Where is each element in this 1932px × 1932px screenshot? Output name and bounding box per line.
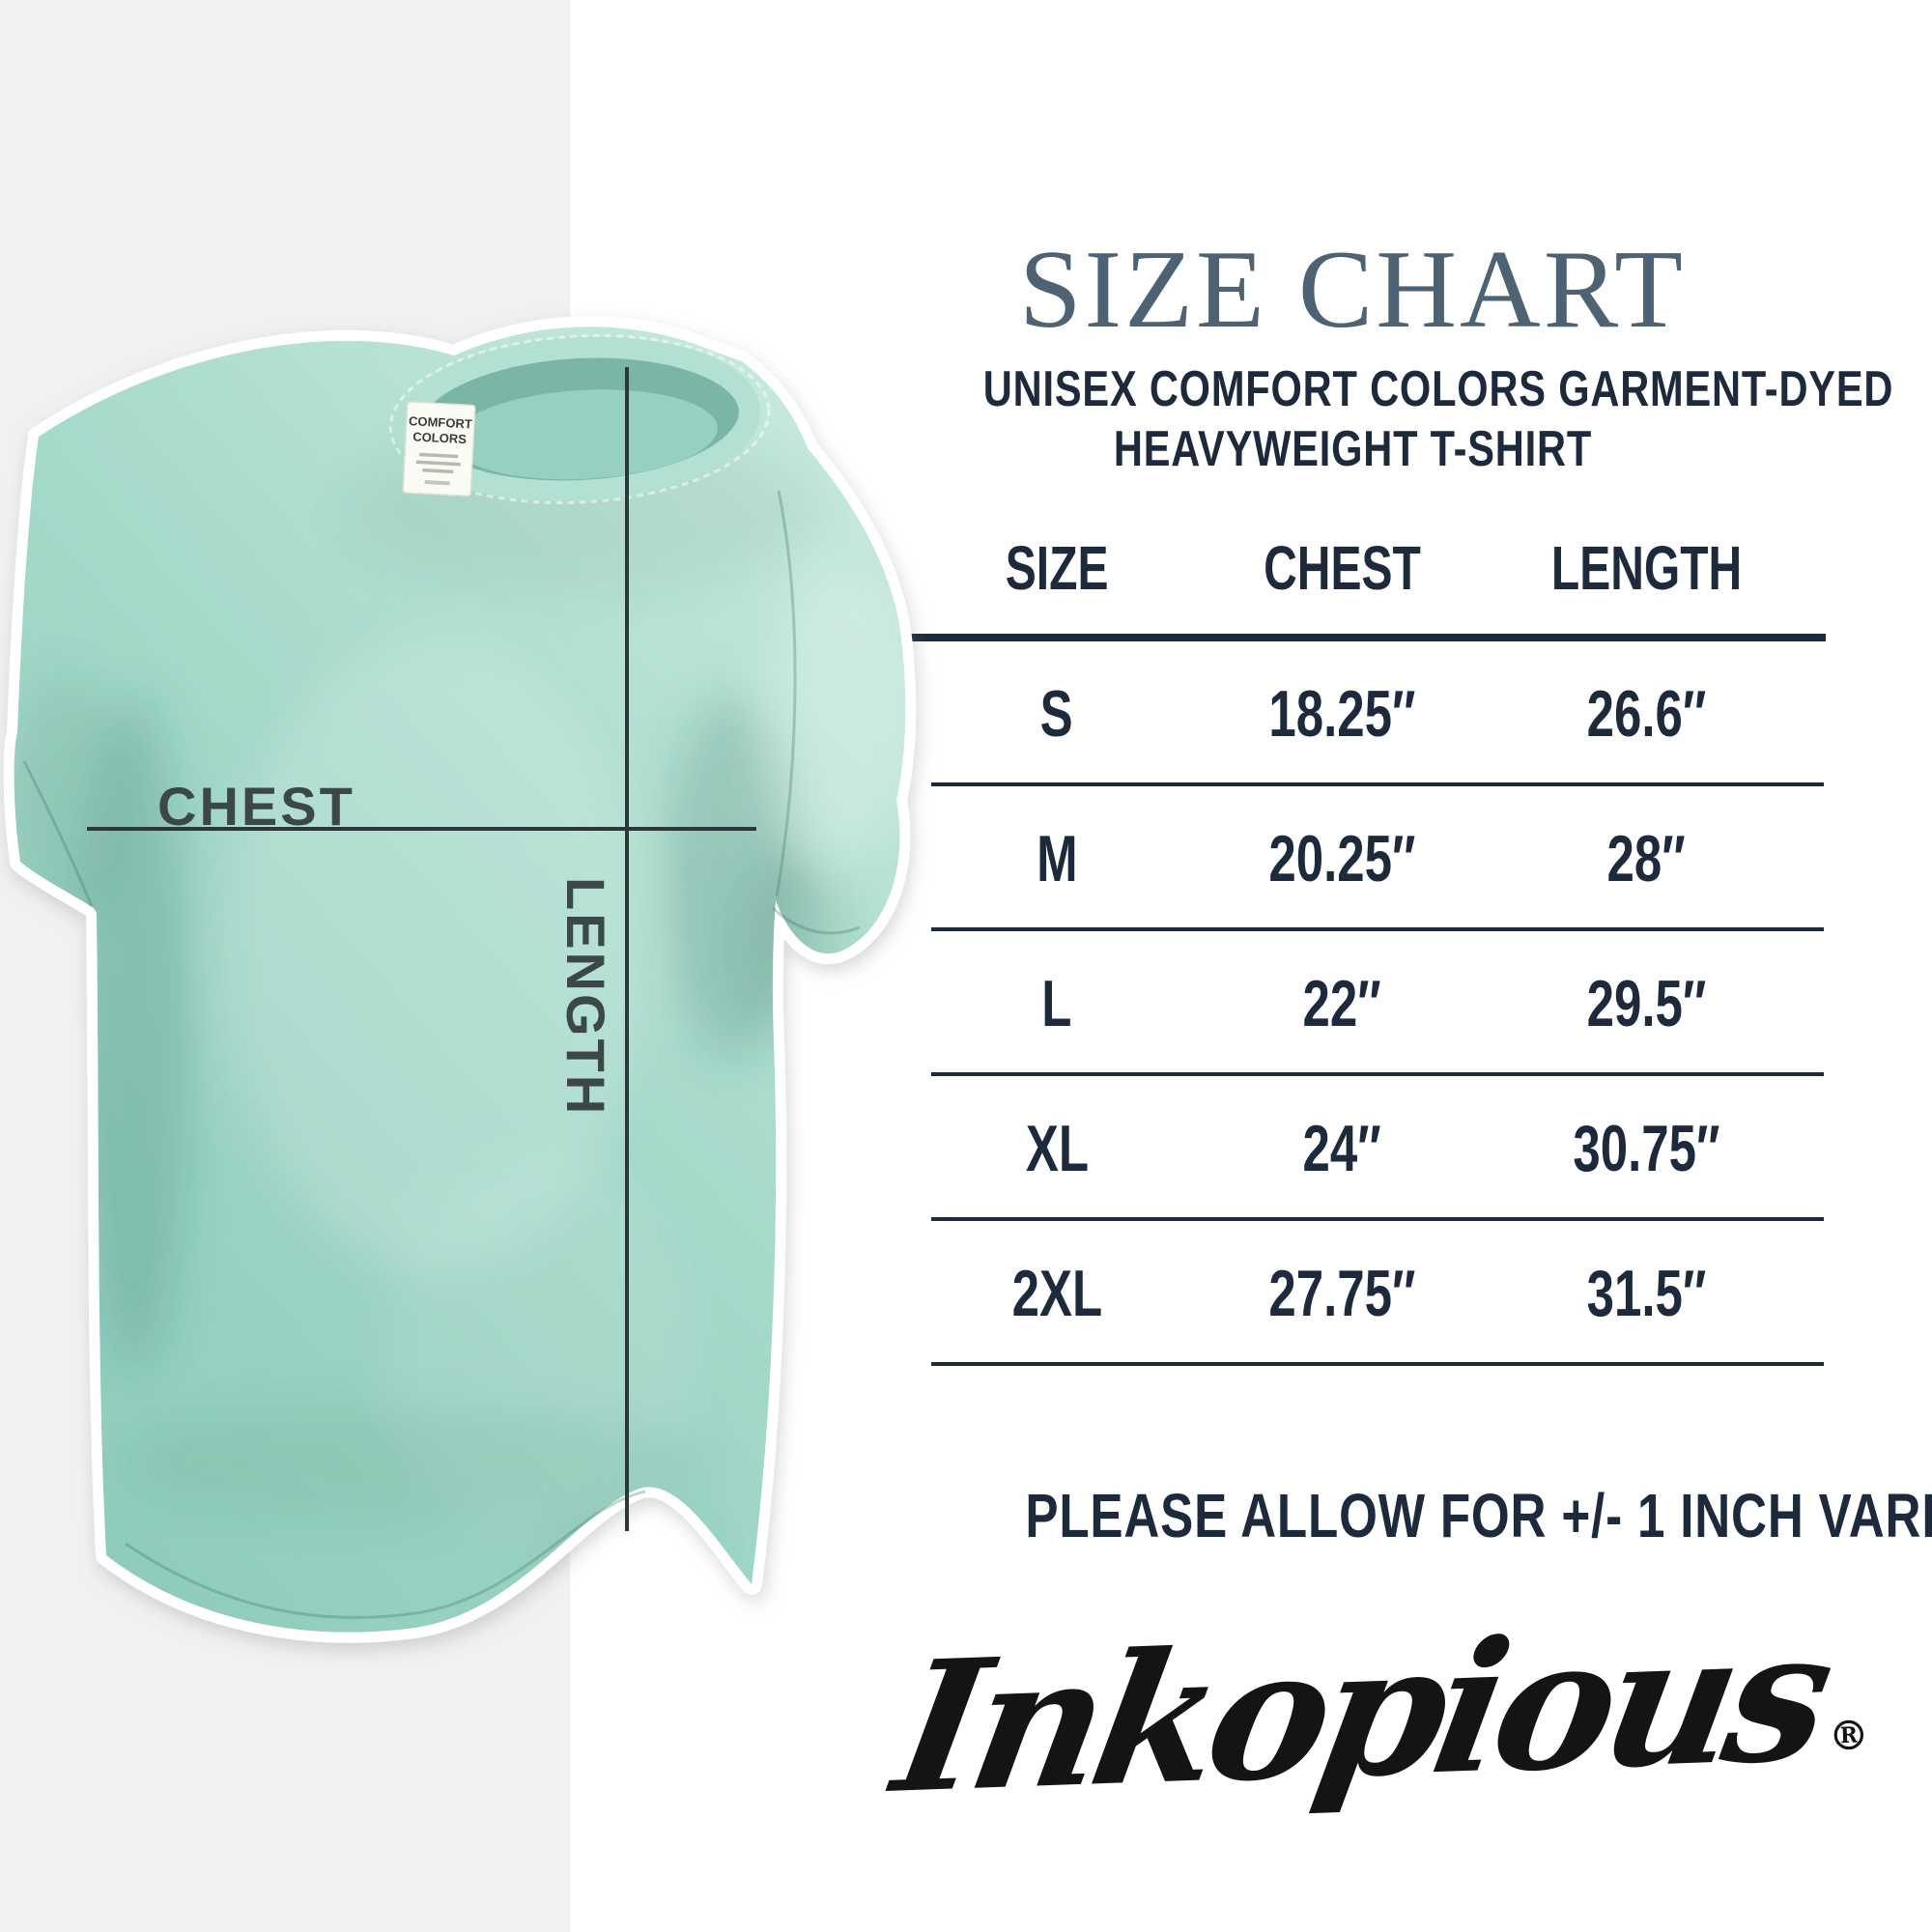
- cell-length: 28″: [1606, 822, 1687, 895]
- cell-chest: 22″: [1302, 967, 1381, 1040]
- column-header-chest: CHEST: [1263, 533, 1421, 603]
- chest-label: CHEST: [157, 776, 355, 837]
- length-measure-line: [625, 367, 629, 1531]
- table-row-xl: XL 24″ 30.75″: [897, 1076, 1826, 1221]
- cell-length: 30.75″: [1573, 1112, 1720, 1185]
- registered-trademark-icon: ®: [1828, 1711, 1870, 1760]
- tshirt-neck-tag: COMFORT COLORS: [402, 401, 476, 497]
- subtitle-line1: UNISEX COMFORT COLORS GARMENT-DYED: [982, 361, 1894, 417]
- tag-brand-line1: COMFORT: [409, 413, 472, 431]
- cell-length: 26.6″: [1586, 677, 1707, 751]
- column-header-size: SIZE: [1005, 533, 1109, 603]
- subtitle-line2: HEAVYWEIGHT T-SHIRT: [1113, 421, 1592, 477]
- cell-size: XL: [1025, 1112, 1089, 1185]
- cell-chest: 20.25″: [1267, 822, 1416, 895]
- tshirt-illustration: COMFORT COLORS: [0, 259, 927, 1669]
- tshirt-collar: [388, 334, 771, 504]
- cell-size: L: [1041, 967, 1072, 1040]
- chest-measure-line: [87, 827, 756, 831]
- cell-size: S: [1039, 677, 1074, 751]
- column-header-length: LENGTH: [1550, 533, 1743, 603]
- size-table: SIZE CHEST LENGTH S 18.25″ 26.6″ M 20.25…: [897, 502, 1826, 1366]
- cell-size: 2XL: [1011, 1257, 1102, 1330]
- table-row-l: L 22″ 29.5″: [897, 931, 1826, 1076]
- brand-logo: Inkopious®: [871, 1588, 1892, 1834]
- variance-note: PLEASE ALLOW FOR +/- 1 INCH VARIANCE IN …: [1025, 1481, 1932, 1550]
- cell-size: M: [1036, 822, 1078, 895]
- table-row-s: S 18.25″ 26.6″: [897, 641, 1826, 786]
- page-title: SIZE CHART: [1018, 228, 1687, 352]
- page-subtitle: UNISEX COMFORT COLORS GARMENT-DYED HEAVY…: [869, 359, 1893, 479]
- brand-logo-text: Inkopious: [882, 1589, 1840, 1834]
- cell-length: 31.5″: [1586, 1257, 1707, 1330]
- size-table-header: SIZE CHEST LENGTH: [897, 502, 1826, 641]
- table-row-2xl: 2XL 27.75″ 31.5″: [897, 1221, 1826, 1366]
- cell-length: 29.5″: [1586, 967, 1707, 1040]
- length-label: LENGTH: [555, 877, 616, 1118]
- cell-chest: 27.75″: [1267, 1257, 1416, 1330]
- cell-chest: 24″: [1302, 1112, 1381, 1185]
- table-row-m: M 20.25″ 28″: [897, 786, 1826, 931]
- tshirt-seams: [22, 490, 861, 1619]
- cell-chest: 18.25″: [1267, 677, 1416, 751]
- tag-brand-line2: COLORS: [412, 429, 468, 446]
